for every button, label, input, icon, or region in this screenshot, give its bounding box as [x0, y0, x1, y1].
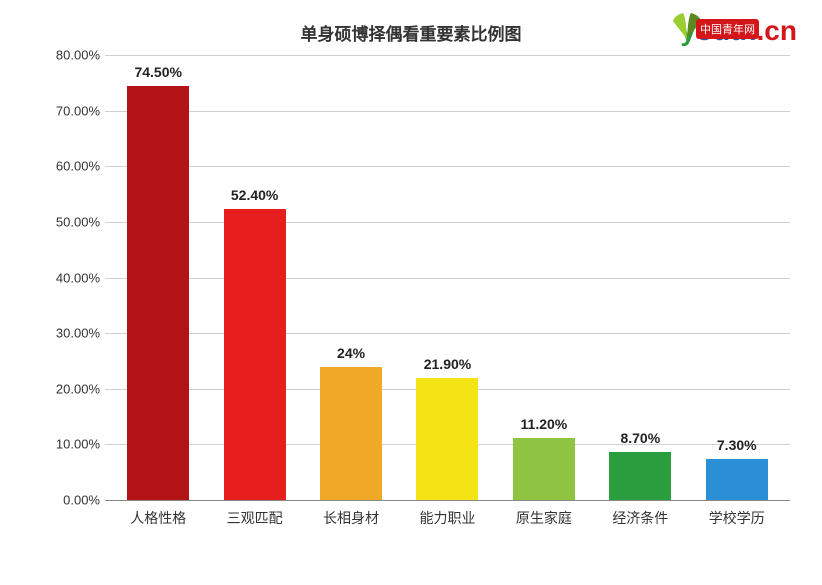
- bar-value-label: 11.20%: [521, 416, 568, 432]
- y-axis-label: 0.00%: [40, 493, 100, 508]
- chart-container: 中国青年网 youth.cn 单身硕博择偶看重要素比例图 0.00%10.00%…: [0, 0, 822, 585]
- bar: [706, 459, 768, 500]
- y-axis-label: 50.00%: [40, 214, 100, 229]
- y-axis-label: 70.00%: [40, 103, 100, 118]
- y-axis-label: 10.00%: [40, 437, 100, 452]
- x-axis-label: 原生家庭: [496, 508, 592, 528]
- bar-value-label: 21.90%: [424, 356, 471, 372]
- bar: [224, 209, 286, 500]
- bar-value-label: 24%: [337, 345, 365, 361]
- bar-wrapper: 74.50%人格性格: [110, 55, 206, 500]
- y-axis-label: 20.00%: [40, 381, 100, 396]
- grid-line: [105, 500, 790, 501]
- logo-badge: 中国青年网: [696, 19, 759, 39]
- bar-wrapper: 52.40%三观匹配: [206, 55, 302, 500]
- bar: [609, 452, 671, 500]
- bar: [416, 378, 478, 500]
- x-axis-label: 长相身材: [303, 508, 399, 528]
- bar-value-label: 74.50%: [134, 64, 181, 80]
- bar-wrapper: 24%长相身材: [303, 55, 399, 500]
- bars-area: 74.50%人格性格52.40%三观匹配24%长相身材21.90%能力职业11.…: [105, 55, 790, 500]
- bar-wrapper: 21.90%能力职业: [399, 55, 495, 500]
- x-axis-label: 能力职业: [399, 508, 495, 528]
- bar-value-label: 8.70%: [620, 430, 660, 446]
- bar-value-label: 52.40%: [231, 187, 278, 203]
- bar: [320, 367, 382, 501]
- bar: [127, 86, 189, 500]
- x-axis-label: 三观匹配: [206, 508, 302, 528]
- x-axis-label: 学校学历: [689, 508, 785, 528]
- bar-wrapper: 7.30%学校学历: [689, 55, 785, 500]
- y-axis-label: 60.00%: [40, 159, 100, 174]
- x-axis-label: 经济条件: [592, 508, 688, 528]
- logo-letters-cn: .cn: [757, 15, 797, 46]
- bar-wrapper: 8.70%经济条件: [592, 55, 688, 500]
- brand-logo: 中国青年网 youth.cn: [680, 15, 797, 47]
- bar-wrapper: 11.20%原生家庭: [496, 55, 592, 500]
- y-axis-label: 40.00%: [40, 270, 100, 285]
- plot-area: 0.00%10.00%20.00%30.00%40.00%50.00%60.00…: [50, 55, 790, 530]
- y-axis-label: 30.00%: [40, 326, 100, 341]
- y-axis-label: 80.00%: [40, 48, 100, 63]
- bar-value-label: 7.30%: [717, 437, 757, 453]
- bar: [513, 438, 575, 500]
- x-axis-label: 人格性格: [110, 508, 206, 528]
